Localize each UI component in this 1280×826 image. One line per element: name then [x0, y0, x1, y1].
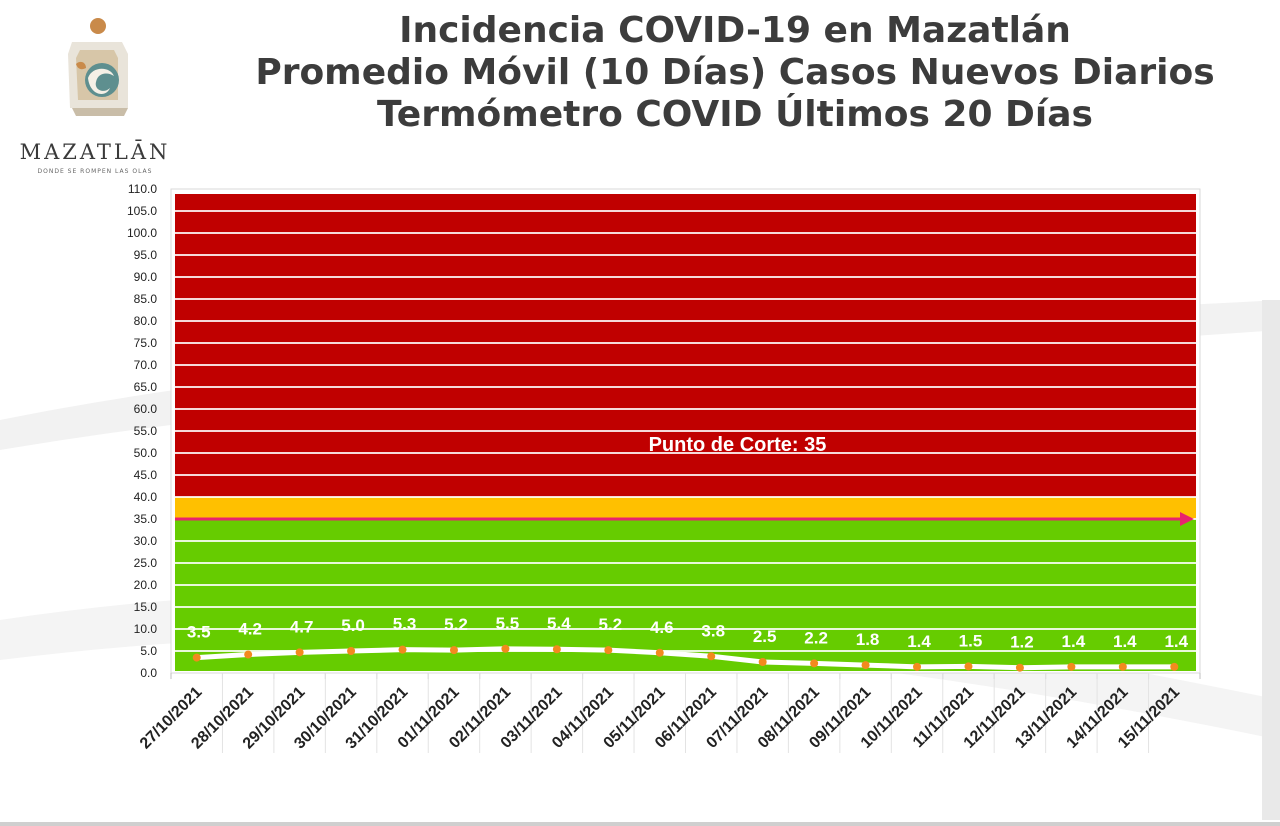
chart-title-block: Incidencia COVID-19 en Mazatlán Promedio…	[190, 10, 1280, 136]
cutoff-arrow-icon	[1180, 512, 1194, 526]
y-tick-label: 0.0	[140, 666, 157, 680]
data-label: 2.5	[753, 627, 777, 646]
y-tick-label: 50.0	[134, 446, 158, 460]
data-label: 1.4	[1113, 632, 1137, 651]
y-tick-label: 45.0	[134, 468, 158, 482]
y-tick-label: 80.0	[134, 314, 158, 328]
y-tick-label: 30.0	[134, 534, 158, 548]
data-label: 3.5	[187, 623, 211, 642]
data-label: 5.2	[444, 615, 468, 634]
data-label: 4.6	[650, 618, 674, 637]
y-tick-label: 40.0	[134, 490, 158, 504]
logo-tagline: DONDE SE ROMPEN LAS OLAS	[37, 168, 153, 175]
data-label: 1.2	[1010, 633, 1034, 652]
data-point	[398, 645, 407, 654]
zone-band	[175, 497, 1196, 519]
data-point	[295, 648, 304, 657]
y-tick-label: 100.0	[127, 226, 157, 240]
data-point	[1067, 662, 1076, 671]
y-tick-label: 25.0	[134, 556, 158, 570]
data-label: 1.4	[1062, 632, 1086, 651]
data-point	[501, 644, 510, 653]
y-tick-label: 105.0	[127, 204, 157, 218]
mazatlan-logo: MAZATLĀN DONDE SE ROMPEN LAS OLAS	[10, 12, 180, 175]
data-label: 5.5	[496, 614, 520, 633]
data-label: 1.5	[959, 631, 983, 650]
data-point	[964, 662, 973, 671]
data-point	[1015, 663, 1024, 672]
data-label: 5.4	[547, 614, 571, 633]
y-tick-label: 75.0	[134, 336, 158, 350]
y-tick-label: 70.0	[134, 358, 158, 372]
data-label: 5.2	[599, 615, 623, 634]
y-tick-label: 20.0	[134, 578, 158, 592]
data-label: 1.4	[1164, 632, 1188, 651]
data-point	[552, 645, 561, 654]
data-point	[707, 652, 716, 661]
bottom-divider	[0, 822, 1280, 826]
y-tick-label: 10.0	[134, 622, 158, 636]
logo-wordmark: MAZATLĀN	[19, 140, 171, 164]
data-label: 5.0	[341, 616, 365, 635]
y-tick-label: 5.0	[140, 644, 157, 658]
data-point	[449, 646, 458, 655]
title-line-1: Incidencia COVID-19 en Mazatlán	[399, 10, 1071, 51]
data-point	[655, 648, 664, 657]
logo-emblem-icon	[68, 18, 128, 116]
y-tick-label: 35.0	[134, 512, 158, 526]
data-point	[1118, 662, 1127, 671]
data-point	[244, 650, 253, 659]
data-label: 4.7	[290, 617, 314, 636]
data-point	[1170, 662, 1179, 671]
data-label: 3.8	[701, 621, 725, 640]
y-tick-label: 95.0	[134, 248, 158, 262]
y-tick-label: 55.0	[134, 424, 158, 438]
zone-band	[175, 519, 1196, 671]
data-point	[810, 659, 819, 668]
data-point	[192, 653, 201, 662]
y-tick-label: 15.0	[134, 600, 158, 614]
data-label: 2.2	[804, 628, 828, 647]
zone-band	[175, 194, 1196, 497]
data-point	[347, 647, 356, 655]
y-tick-label: 110.0	[128, 182, 157, 196]
series-line	[196, 646, 1175, 671]
data-label: 1.8	[856, 630, 880, 649]
data-point	[604, 646, 613, 655]
y-tick-label: 85.0	[134, 292, 158, 306]
data-point	[758, 658, 767, 666]
title-line-2: Promedio Móvil (10 Días) Casos Nuevos Di…	[255, 52, 1215, 93]
cutoff-label: Punto de Corte: 35	[649, 434, 827, 456]
data-label: 4.2	[238, 620, 262, 639]
y-tick-label: 65.0	[134, 380, 158, 394]
data-label: 5.3	[393, 615, 417, 634]
y-tick-label: 90.0	[134, 270, 158, 284]
data-point	[913, 662, 922, 671]
data-point	[861, 661, 870, 670]
y-tick-label: 60.0	[134, 402, 158, 416]
data-label: 1.4	[907, 632, 931, 651]
title-line-3: Termómetro COVID Últimos 20 Días	[377, 94, 1093, 135]
